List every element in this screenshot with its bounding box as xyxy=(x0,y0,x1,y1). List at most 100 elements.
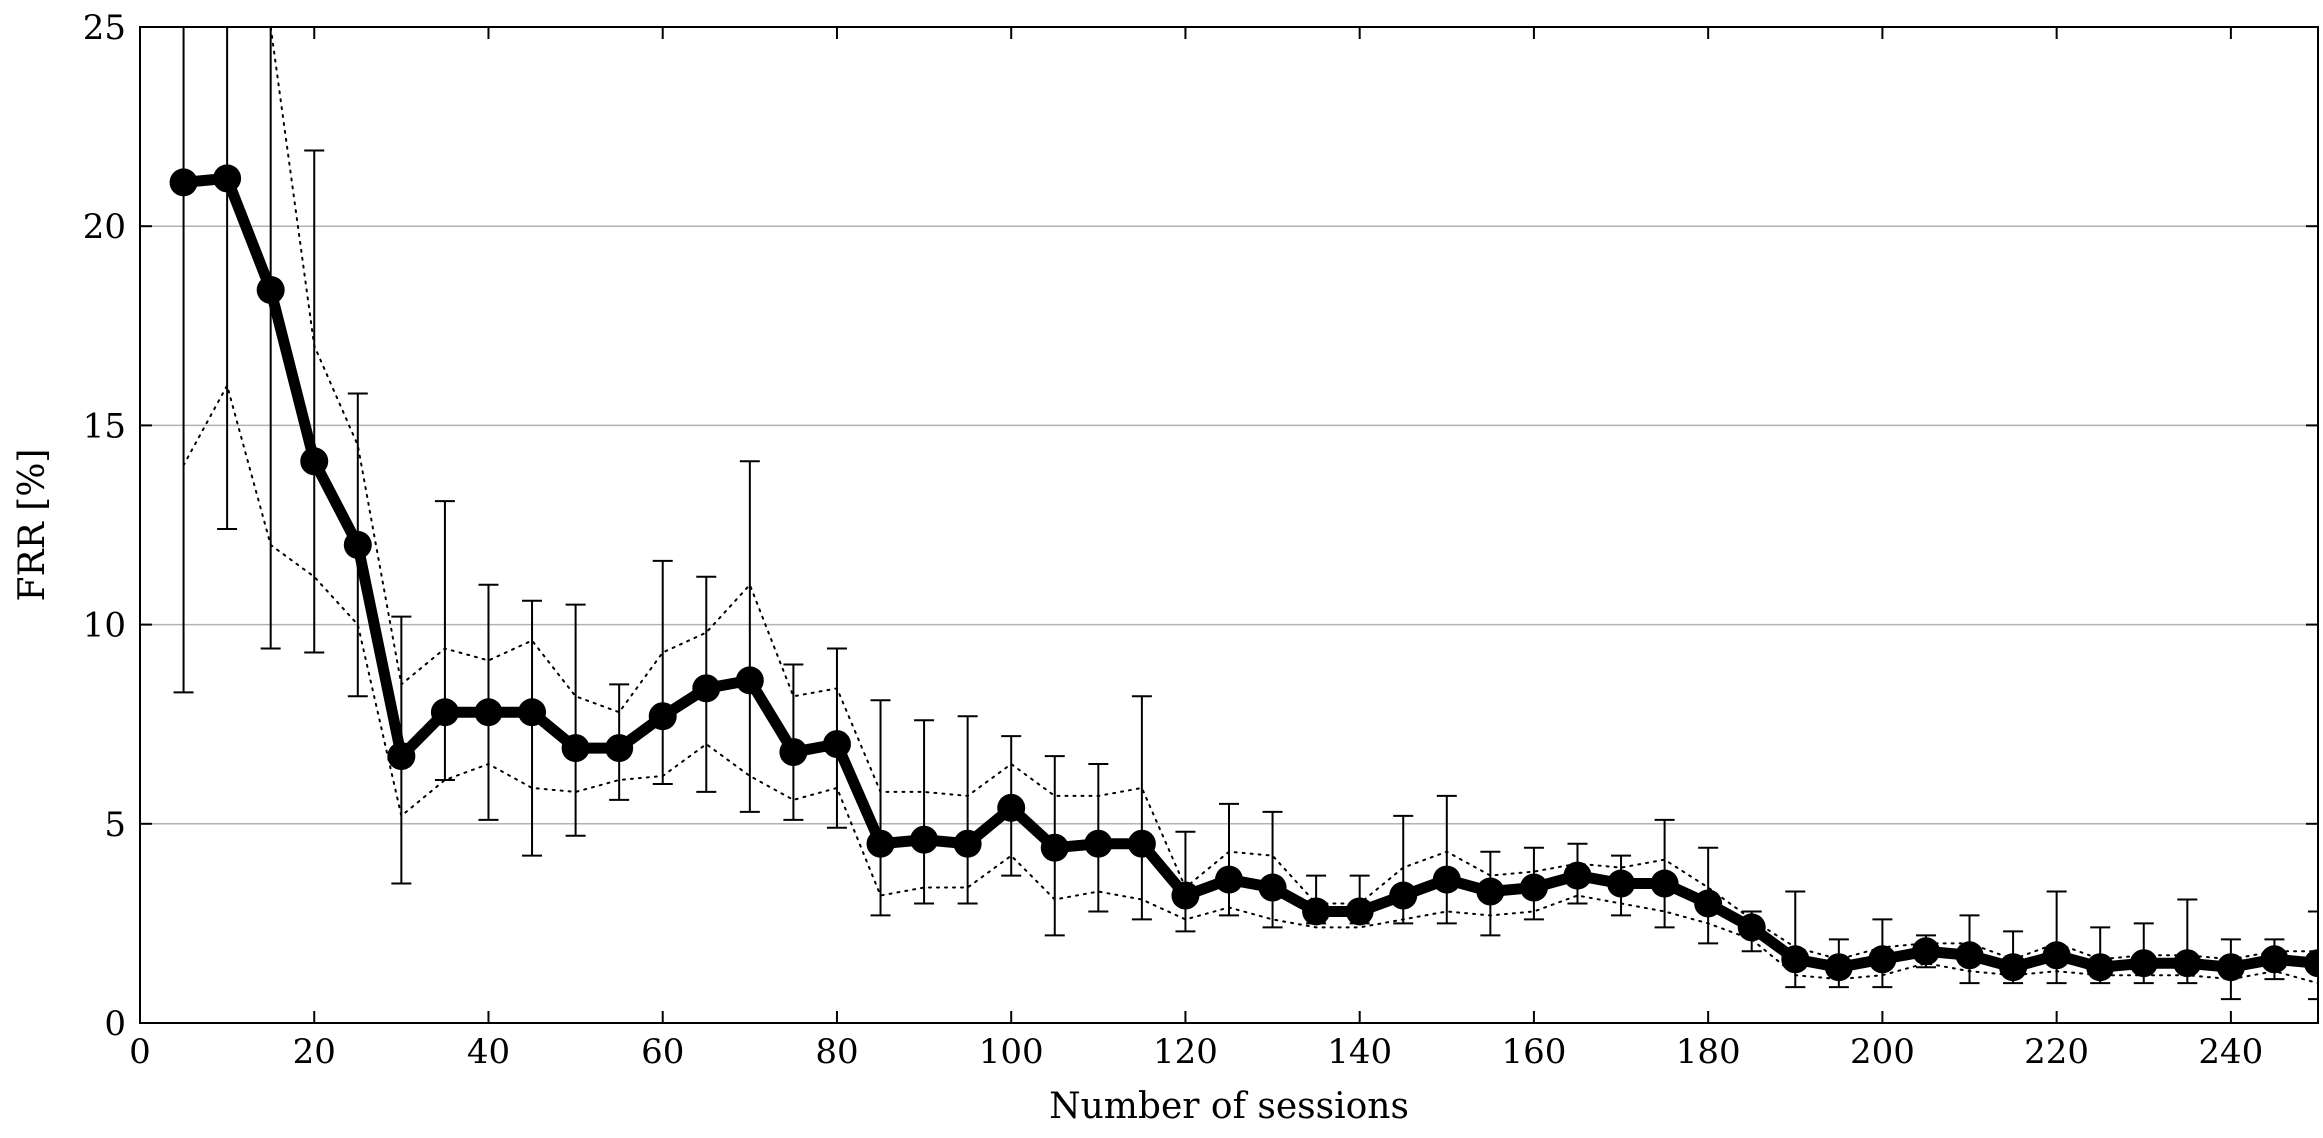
error-bar xyxy=(173,27,194,694)
error-bar xyxy=(260,27,281,650)
data-point-marker xyxy=(779,738,808,767)
data-point-marker xyxy=(1040,833,1069,862)
error-bar xyxy=(957,715,978,905)
y-axis-title: FRR [%] xyxy=(12,449,53,602)
data-point-marker xyxy=(1519,873,1548,902)
data-point-marker xyxy=(300,447,329,476)
main-series-line xyxy=(178,172,2318,973)
data-point-marker xyxy=(2042,941,2071,970)
data-point-marker xyxy=(1563,861,1592,890)
x-axis-title: Number of sessions xyxy=(1049,1086,1409,1127)
data-point-marker xyxy=(430,698,459,727)
data-point-marker xyxy=(1389,881,1418,910)
error-bar xyxy=(217,27,238,530)
x-tick-label: 20 xyxy=(293,1032,336,1072)
data-point-marker xyxy=(387,742,416,771)
data-point-marker xyxy=(213,164,242,193)
data-point-marker xyxy=(343,530,372,559)
x-tick-label: 120 xyxy=(1153,1032,1218,1072)
y-tick-label: 15 xyxy=(83,406,126,446)
data-point-marker xyxy=(1127,829,1156,858)
data-point-marker xyxy=(735,666,764,695)
error-bar xyxy=(652,559,673,785)
data-point-marker xyxy=(1868,945,1897,974)
x-tick-label: 240 xyxy=(2198,1032,2263,1072)
data-point-marker xyxy=(2173,949,2202,978)
data-point-marker xyxy=(518,698,547,727)
data-point-marker xyxy=(1824,953,1853,982)
data-point-marker xyxy=(2260,945,2289,974)
error-bar xyxy=(1219,802,1239,917)
data-point-marker xyxy=(1345,897,1374,926)
y-tick-label: 20 xyxy=(83,207,126,247)
lower-dotted-band xyxy=(182,382,2318,985)
x-tick-label: 40 xyxy=(467,1032,510,1072)
data-point-marker xyxy=(1694,889,1723,918)
data-point-marker xyxy=(1171,881,1200,910)
data-point-marker xyxy=(1476,877,1505,906)
data-point-marker xyxy=(822,730,851,759)
data-point-marker xyxy=(2216,953,2245,982)
data-point-marker xyxy=(1215,865,1243,894)
data-point-marker xyxy=(1432,865,1461,894)
data-point-marker xyxy=(474,698,503,727)
data-point-marker xyxy=(1737,913,1766,942)
data-point-marker xyxy=(1911,937,1940,966)
x-tick-label: 80 xyxy=(815,1032,858,1072)
data-point-marker xyxy=(2129,949,2158,978)
error-bar xyxy=(2308,910,2318,1001)
x-tick-label: 0 xyxy=(129,1032,151,1072)
data-point-marker xyxy=(1258,873,1287,902)
error-bar xyxy=(522,599,543,857)
data-point-marker xyxy=(1607,869,1636,898)
error-bar xyxy=(1436,794,1457,925)
data-point-marker xyxy=(169,168,198,197)
error-bar xyxy=(914,719,935,905)
x-tick-label: 220 xyxy=(2024,1032,2089,1072)
data-point-marker xyxy=(648,702,677,731)
y-tick-label: 5 xyxy=(104,805,126,845)
main-series xyxy=(169,164,2318,982)
error-bar xyxy=(304,149,325,654)
error-bar xyxy=(739,460,760,813)
error-bar xyxy=(434,500,455,781)
data-point-marker xyxy=(561,734,590,763)
y-tick-label: 10 xyxy=(83,606,126,646)
axis-ticks: 0 5 10 15 20 25 0 20 40 60 80 100 120 140 160 180 200 220… xyxy=(83,8,2318,1072)
data-point-marker xyxy=(1302,897,1331,926)
data-point-marker xyxy=(1781,945,1810,974)
error-bar xyxy=(1262,810,1283,929)
grid-lines xyxy=(140,225,2318,825)
data-point-marker xyxy=(605,734,634,763)
data-point-marker xyxy=(866,829,895,858)
error-bars xyxy=(173,27,2318,1001)
x-tick-label: 160 xyxy=(1501,1032,1566,1072)
data-point-marker xyxy=(1999,953,2028,982)
data-point-marker xyxy=(2086,953,2115,982)
data-point-marker xyxy=(910,825,939,854)
x-tick-label: 140 xyxy=(1327,1032,1392,1072)
y-tick-label: 0 xyxy=(104,1004,126,1044)
x-tick-label: 60 xyxy=(641,1032,684,1072)
x-tick-label: 200 xyxy=(1850,1032,1915,1072)
data-point-marker xyxy=(1650,869,1679,898)
data-point-marker xyxy=(1084,829,1113,858)
data-point-marker xyxy=(953,829,982,858)
data-point-marker xyxy=(256,275,285,304)
x-tick-label: 180 xyxy=(1676,1032,1741,1072)
error-bar xyxy=(2046,890,2067,985)
error-bar xyxy=(565,603,586,837)
error-bar xyxy=(1131,695,1152,921)
data-point-marker xyxy=(997,793,1026,822)
y-tick-label: 25 xyxy=(83,8,126,48)
dotted-bands xyxy=(182,27,2318,985)
upper-dotted-band xyxy=(182,27,2318,961)
data-point-marker xyxy=(2304,949,2318,978)
error-bar xyxy=(870,699,891,917)
x-tick-label: 100 xyxy=(979,1032,1044,1072)
plot-frame xyxy=(139,26,2319,1024)
data-point-marker xyxy=(1955,941,1984,970)
data-point-marker xyxy=(692,674,721,703)
